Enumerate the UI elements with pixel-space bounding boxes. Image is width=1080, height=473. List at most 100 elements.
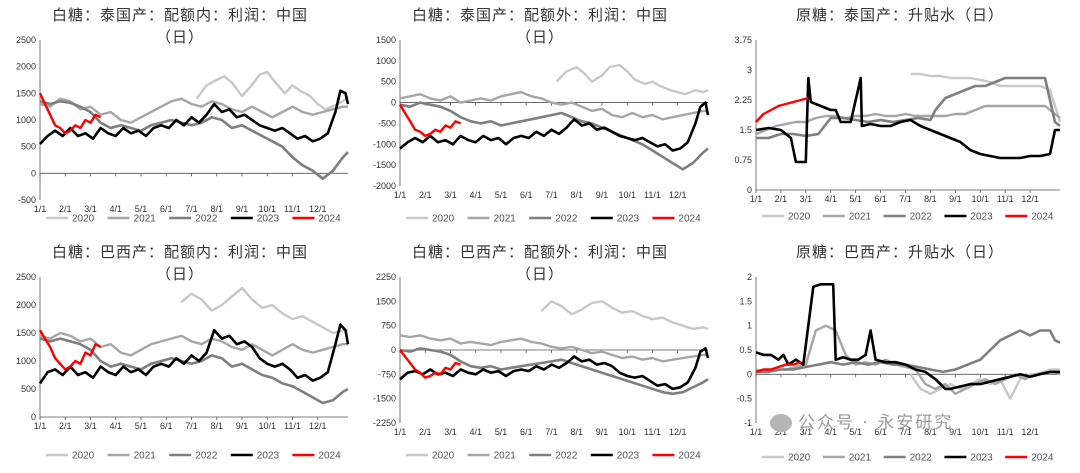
x-tick-label: 11/1 [284, 421, 301, 431]
legend-label-2022: 2022 [195, 214, 218, 225]
legend-label-2024: 2024 [678, 451, 701, 462]
y-tick-label: 1000 [376, 56, 396, 66]
y-tick-label: -2250 [373, 418, 396, 428]
y-tick-label: 500 [21, 384, 36, 394]
series-line-2024 [399, 349, 461, 379]
x-tick-label: 7/1 [185, 421, 198, 431]
x-tick-label: 12/1 [309, 204, 327, 214]
y-tick-label: 2 [747, 272, 752, 282]
x-tick-label: 9/1 [949, 427, 962, 437]
series-line-2023 [755, 76, 1060, 164]
y-tick-label: -0.5 [736, 394, 752, 404]
x-tick-label: 11/1 [644, 190, 661, 200]
x-tick-label: 1/1 [394, 190, 407, 200]
series-line-2024 [38, 92, 102, 135]
x-tick-label: 5/1 [849, 194, 862, 204]
x-tick-label: 3/1 [800, 194, 813, 204]
x-tick-label: 12/1 [1021, 427, 1039, 437]
series-line-2023 [755, 283, 1060, 391]
series-line-2020 [180, 287, 348, 335]
series-line-2020 [555, 63, 709, 96]
legend-label-2020: 2020 [788, 212, 811, 223]
x-tick-label: 7/1 [545, 190, 558, 200]
y-tick-label: 0.5 [739, 345, 752, 355]
legend-label-2021: 2021 [849, 453, 872, 464]
y-tick-label: 1500 [376, 35, 396, 45]
y-tick-label: 2500 [16, 35, 36, 45]
x-tick-label: 3/1 [84, 204, 97, 214]
y-tick-label: 2500 [16, 272, 36, 282]
y-tick-label: -500 [378, 118, 396, 128]
y-tick-label: 500 [21, 142, 36, 152]
legend-label-2023: 2023 [970, 212, 993, 223]
legend-label-2021: 2021 [849, 212, 872, 223]
y-tick-label: 500 [381, 77, 396, 87]
chart-panel-thai-white-in-quota: 白糖：泰国产：配额内：利润：中国 （日） 2500 2000 1500 1000 500… [0, 0, 360, 236]
x-tick-label: 5/1 [849, 427, 862, 437]
x-tick-label: 2/1 [419, 427, 432, 437]
chart-subtitle: （日） [155, 265, 204, 283]
chart-svg: 2500 2000 1500 1000 500 01/1 2/1 3/1 4/1 5/1 6/1 7/… [16, 272, 350, 462]
x-tick-label: 3/1 [800, 427, 813, 437]
legend-label-2020: 2020 [432, 451, 455, 462]
chart-title: 白糖：泰国产：配额内：利润：中国 [51, 6, 308, 24]
x-tick-label: 4/1 [469, 427, 482, 437]
x-tick-label: 6/1 [160, 421, 173, 431]
x-tick-label: 3/1 [444, 427, 457, 437]
y-tick-label: -1500 [373, 394, 396, 404]
x-tick-label: 8/1 [924, 427, 937, 437]
x-tick-label: 6/1 [520, 190, 533, 200]
series-line-2023 [38, 323, 350, 385]
legend-label-2023: 2023 [617, 451, 640, 462]
series-line-2022 [399, 347, 709, 396]
series-line-2022 [756, 76, 1061, 140]
chart-panel-thai-white-out-quota: 白糖：泰国产：配额外：利润：中国 （日） 1500 1000 500 0 -500 -10… [360, 0, 720, 236]
legend-label-2022: 2022 [910, 453, 933, 464]
legend-label-2024: 2024 [318, 451, 341, 462]
series-line-2021 [755, 324, 1061, 395]
x-tick-label: 7/1 [185, 204, 198, 214]
legend-label-2020: 2020 [432, 214, 455, 225]
series-line-2022 [399, 101, 709, 171]
x-tick-label: 1/1 [394, 427, 407, 437]
x-tick-label: 4/1 [824, 427, 837, 437]
x-tick-label: 10/1 [258, 421, 276, 431]
chart-subtitle: （日） [515, 28, 564, 46]
legend-label-2023: 2023 [257, 451, 280, 462]
x-tick-label: 11/1 [997, 194, 1014, 204]
legend-label-2023: 2023 [257, 214, 280, 225]
x-tick-label: 4/1 [109, 421, 122, 431]
x-tick-label: 2/1 [59, 421, 72, 431]
y-tick-label: 1500 [376, 296, 396, 306]
x-tick-label: 5/1 [495, 190, 508, 200]
x-tick-label: 8/1 [210, 421, 223, 431]
y-tick-label: 0 [31, 168, 36, 178]
x-tick-label: 2/1 [59, 204, 72, 214]
series-line-2021 [39, 97, 348, 124]
legend-label-2021: 2021 [494, 214, 517, 225]
legend-label-2020: 2020 [788, 453, 811, 464]
legend-label-2020: 2020 [72, 451, 95, 462]
x-tick-label: 9/1 [596, 427, 609, 437]
series-line-2020 [540, 300, 709, 331]
y-tick-label: 2000 [16, 300, 36, 310]
y-tick-label: 1.5 [739, 125, 752, 135]
chart-panel-thai-raw-premium: 原糖：泰国产：升贴水（日） 3.75 3 2.25 1.5 0.75 0 1/1 2/1 3/1… [720, 0, 1080, 236]
series-line-2023 [399, 347, 710, 391]
wechat-icon [770, 414, 792, 432]
y-tick-label: 2250 [376, 272, 396, 282]
x-tick-label: 2/1 [775, 194, 788, 204]
chart-title: 原糖：泰国产：升贴水（日） [795, 6, 1004, 24]
y-tick-label: -750 [378, 369, 396, 379]
chart-panel-brazil-white-out-quota: 白糖：巴西产：配额外：利润：中国 （日） 2250 1500 750 0 -750 -15… [360, 237, 720, 473]
legend-label-2022: 2022 [555, 214, 578, 225]
legend-label-2021: 2021 [134, 451, 157, 462]
chart-title: 白糖：巴西产：配额内：利润：中国 [51, 243, 308, 261]
x-tick-label: 1/1 [34, 204, 47, 214]
x-tick-label: 5/1 [135, 204, 148, 214]
y-tick-label: 1500 [16, 88, 36, 98]
x-tick-label: 11/1 [644, 427, 661, 437]
x-tick-label: 7/1 [899, 194, 912, 204]
